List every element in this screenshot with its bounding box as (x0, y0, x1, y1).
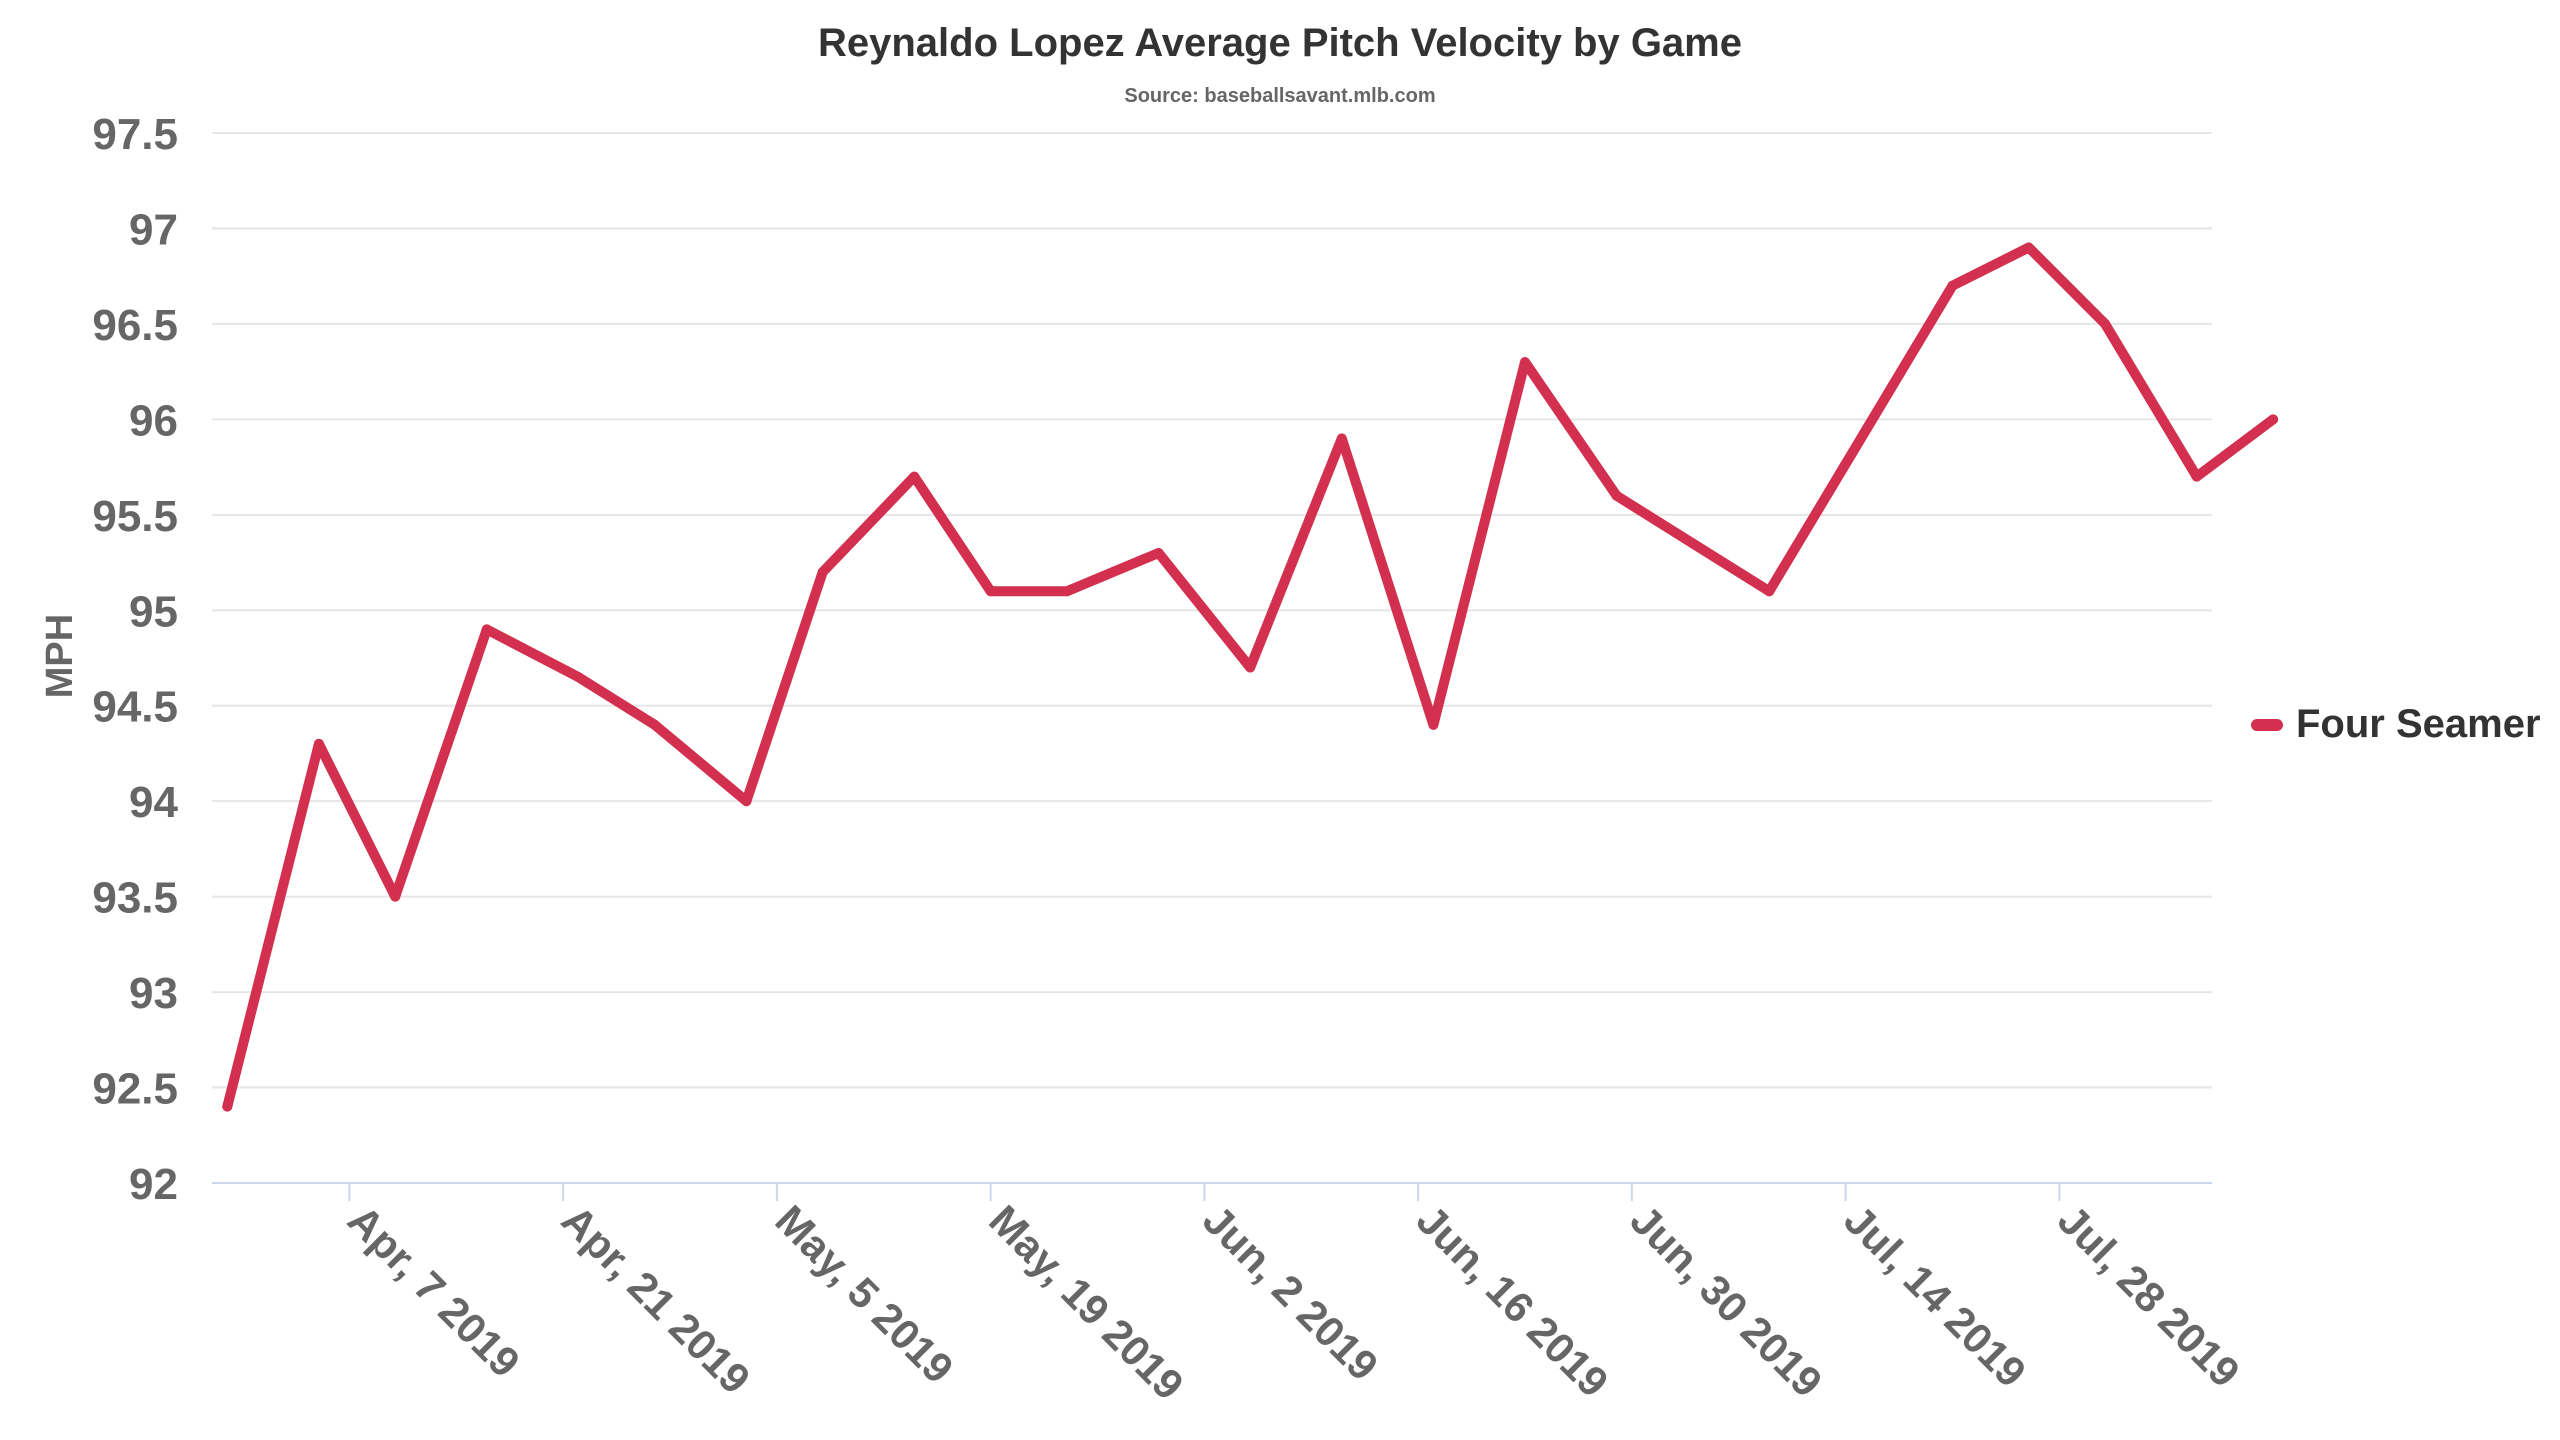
x-tick-label: Jun, 30 2019 (1621, 1196, 1831, 1406)
data-point[interactable] (573, 672, 584, 683)
series-line-0[interactable] (222, 242, 2279, 1112)
data-point[interactable] (2191, 471, 2202, 482)
series-layer (222, 242, 2279, 1112)
data-point[interactable] (1611, 490, 1622, 501)
chart-title: Reynaldo Lopez Average Pitch Velocity by… (818, 21, 1742, 65)
data-point[interactable] (481, 624, 492, 635)
x-axis: Apr, 7 2019 Apr, 21 2019 May, 5 2019 May, 1… (212, 1182, 2249, 1409)
x-tick-label: May, 5 2019 (767, 1196, 963, 1392)
data-point[interactable] (909, 471, 920, 482)
y-tick-label: 96 (129, 396, 178, 445)
data-point[interactable] (1764, 586, 1775, 597)
x-tick-label: Apr, 21 2019 (553, 1196, 760, 1403)
data-point[interactable] (649, 719, 660, 730)
data-point[interactable] (1855, 433, 1866, 444)
data-point[interactable] (2268, 414, 2279, 425)
y-tick-label: 95.5 (92, 492, 178, 541)
x-tick-label: May, 19 2019 (980, 1196, 1193, 1409)
data-point[interactable] (1947, 280, 1958, 291)
y-tick-label: 93 (129, 969, 178, 1018)
y-tick-label: 94 (129, 778, 178, 827)
y-axis-ticks: 92 92.5 93 93.5 94 94.5 95 95.5 96 96.5 97 97.5 (92, 110, 178, 1209)
data-point[interactable] (817, 567, 828, 578)
data-point[interactable] (1062, 586, 1072, 597)
data-point[interactable] (2100, 318, 2111, 329)
y-tick-label: 94.5 (92, 683, 178, 732)
y-tick-label: 97 (129, 205, 178, 254)
x-tick-label: Jun, 16 2019 (1408, 1196, 1618, 1406)
chart-subtitle: Source: baseballsavant.mlb.com (1124, 85, 1435, 107)
x-tick-label: Jul, 28 2019 (2049, 1196, 2249, 1396)
data-point[interactable] (1336, 433, 1347, 444)
x-tick-label: Jul, 14 2019 (1835, 1196, 2035, 1396)
y-tick-label: 95 (129, 587, 178, 636)
y-axis-title: MPH (39, 614, 81, 698)
data-point[interactable] (390, 891, 401, 902)
data-point[interactable] (1520, 357, 1530, 368)
y-tick-label: 92.5 (92, 1065, 178, 1114)
data-point[interactable] (1245, 662, 1256, 673)
data-point[interactable] (1687, 538, 1698, 549)
y-tick-label: 93.5 (92, 874, 178, 923)
data-point[interactable] (1428, 719, 1439, 730)
x-tick-label: Jun, 2 2019 (1194, 1196, 1387, 1389)
data-point[interactable] (1153, 548, 1164, 558)
data-point[interactable] (313, 738, 324, 749)
y-tick-label: 96.5 (92, 301, 178, 350)
y-tick-label: 97.5 (92, 110, 178, 159)
legend-label: Four Seamer (2296, 702, 2541, 746)
data-point[interactable] (2023, 242, 2034, 253)
data-point[interactable] (985, 586, 996, 597)
x-tick-label: Apr, 7 2019 (339, 1196, 529, 1386)
legend-swatch (2251, 719, 2283, 731)
data-point[interactable] (222, 1101, 233, 1112)
y-tick-label: 92 (129, 1160, 178, 1209)
gridlines (212, 132, 2212, 1089)
data-point[interactable] (741, 796, 752, 807)
legend[interactable]: Four Seamer (2251, 702, 2541, 746)
